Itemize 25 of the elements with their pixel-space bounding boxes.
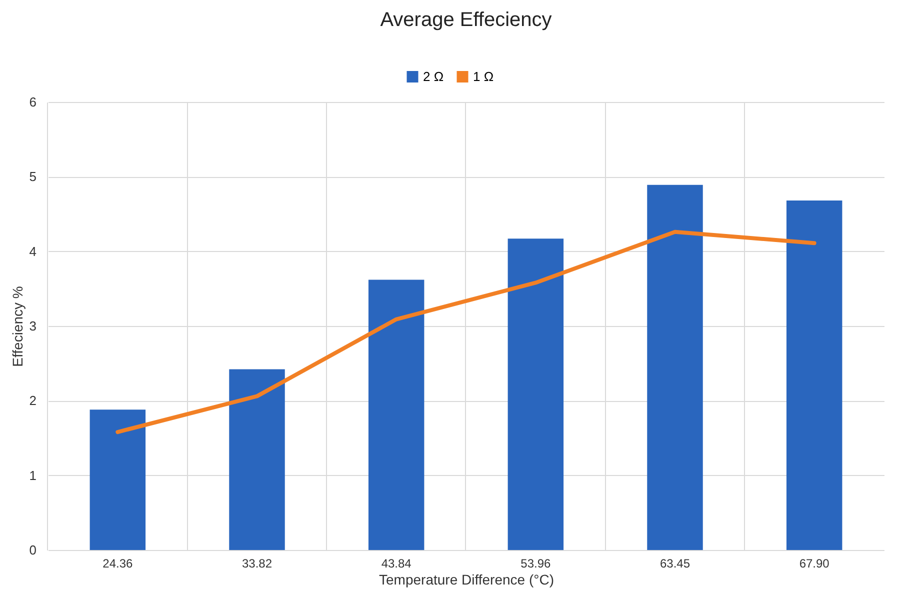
y-axis-title: Effeciency % bbox=[9, 286, 26, 367]
y-tick-label: 6 bbox=[29, 94, 36, 110]
x-tick-label: 53.96 bbox=[520, 556, 552, 570]
bar bbox=[508, 238, 564, 550]
x-tick-label: 24.36 bbox=[102, 556, 134, 570]
x-tick-label: 33.82 bbox=[242, 556, 272, 570]
x-tick-label: 67.90 bbox=[799, 556, 830, 570]
bar bbox=[229, 369, 285, 550]
chart-title: Average Effeciency bbox=[380, 9, 552, 31]
x-tick-label: 63.45 bbox=[660, 556, 690, 570]
y-tick-label: 5 bbox=[29, 169, 36, 184]
bar bbox=[786, 200, 842, 550]
y-tick-label: 1 bbox=[29, 468, 36, 483]
legend-label: 1 Ω bbox=[473, 68, 494, 84]
y-tick-label: 2 bbox=[29, 393, 36, 408]
y-tick-label: 3 bbox=[29, 318, 36, 334]
x-tick-label: 43.84 bbox=[381, 556, 412, 570]
line-series bbox=[116, 230, 816, 434]
legend-label: 2 Ω bbox=[423, 68, 444, 84]
y-tick-label: 4 bbox=[29, 244, 36, 259]
bar bbox=[647, 184, 703, 550]
bar bbox=[368, 280, 424, 550]
x-axis-title: Temperature Difference (°C) bbox=[379, 572, 554, 588]
bar bbox=[90, 410, 146, 550]
y-tick-label: 0 bbox=[29, 542, 36, 558]
